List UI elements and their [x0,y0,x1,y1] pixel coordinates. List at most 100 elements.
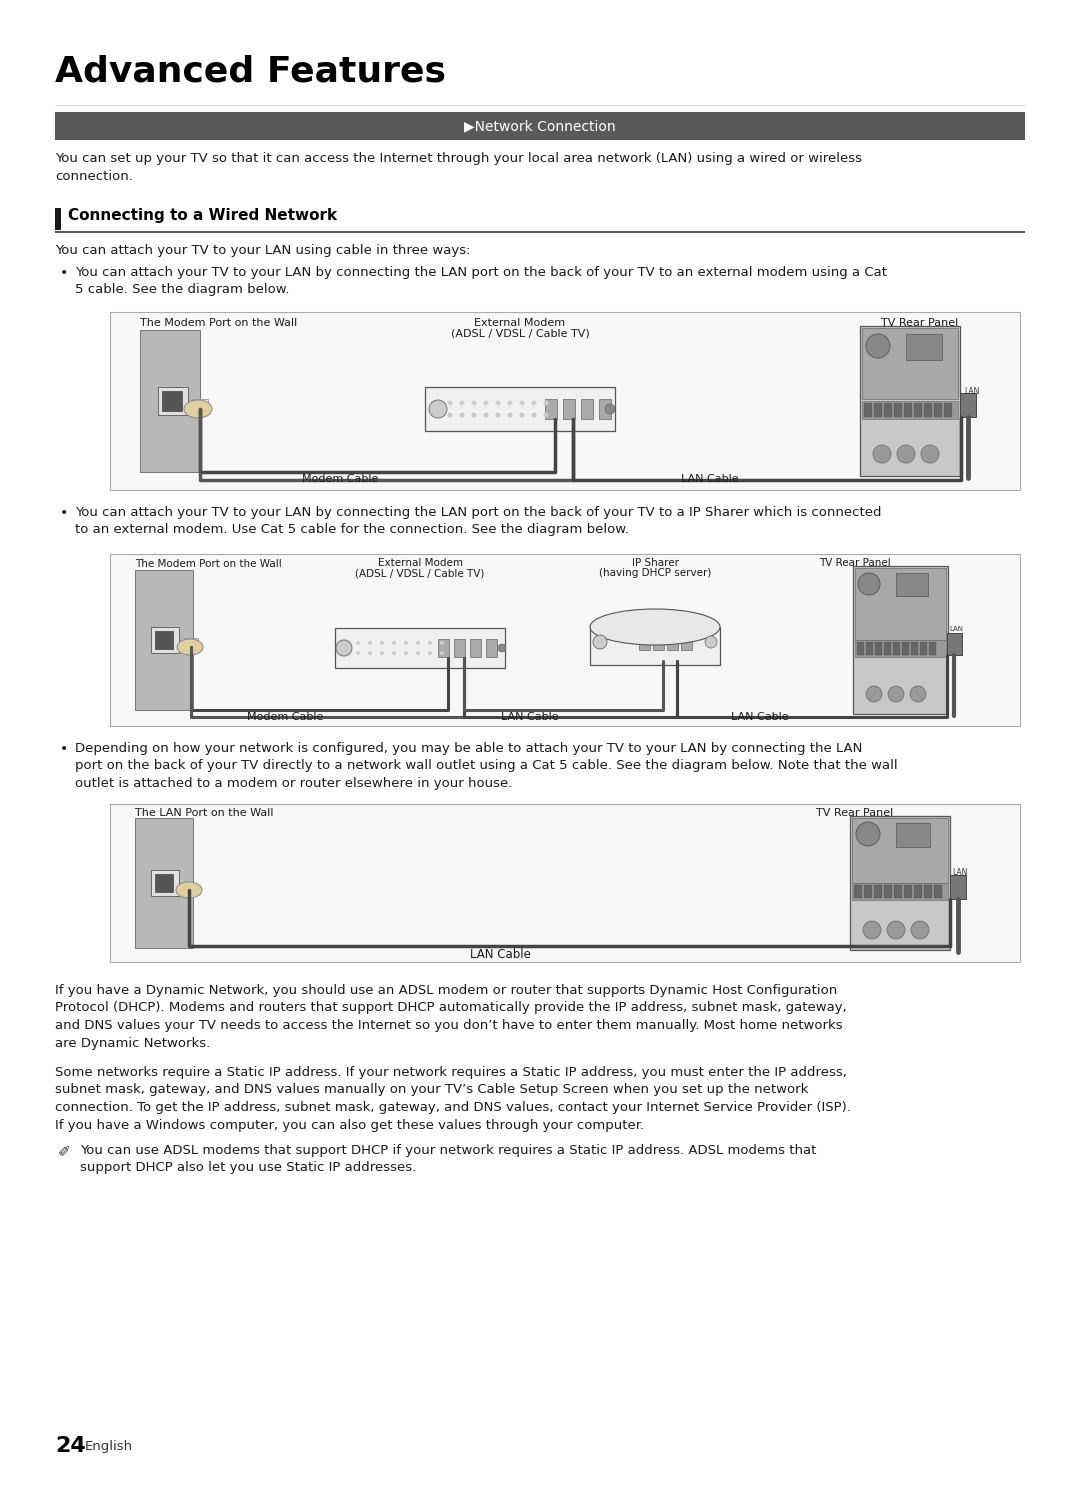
Text: Depending on how your network is configured, you may be able to attach your TV t: Depending on how your network is configu… [75,742,897,791]
Text: External Modem: External Modem [378,559,462,568]
Text: LAN: LAN [949,626,963,632]
FancyBboxPatch shape [470,639,481,657]
Circle shape [484,413,488,418]
FancyBboxPatch shape [960,392,976,418]
FancyBboxPatch shape [896,574,928,596]
FancyBboxPatch shape [853,566,948,713]
FancyBboxPatch shape [914,886,922,898]
FancyBboxPatch shape [667,633,678,649]
Text: ✐: ✐ [58,1144,71,1159]
FancyBboxPatch shape [862,328,958,400]
FancyBboxPatch shape [874,403,882,418]
Circle shape [356,651,360,655]
Circle shape [392,640,396,645]
FancyBboxPatch shape [904,403,912,418]
Circle shape [356,640,360,645]
FancyBboxPatch shape [860,325,960,476]
FancyBboxPatch shape [639,633,650,649]
FancyBboxPatch shape [934,403,942,418]
Circle shape [543,413,549,418]
FancyBboxPatch shape [151,627,179,652]
FancyBboxPatch shape [902,642,909,655]
FancyBboxPatch shape [874,886,882,898]
FancyBboxPatch shape [934,886,942,898]
FancyBboxPatch shape [581,400,593,419]
FancyBboxPatch shape [135,817,193,948]
Text: LAN Cable: LAN Cable [470,948,530,961]
Circle shape [531,401,537,406]
FancyBboxPatch shape [855,640,946,657]
Circle shape [593,635,607,649]
Circle shape [498,643,507,652]
Ellipse shape [184,400,212,418]
Text: •: • [60,742,68,756]
FancyBboxPatch shape [486,639,497,657]
FancyBboxPatch shape [929,642,936,655]
FancyBboxPatch shape [156,632,173,649]
Circle shape [447,413,453,418]
FancyBboxPatch shape [135,571,193,710]
Circle shape [368,640,372,645]
Circle shape [873,444,891,464]
FancyBboxPatch shape [862,401,958,419]
FancyBboxPatch shape [924,403,932,418]
FancyBboxPatch shape [858,642,864,655]
Circle shape [416,640,420,645]
Circle shape [472,413,476,418]
FancyBboxPatch shape [852,817,948,883]
Text: •: • [60,266,68,279]
FancyBboxPatch shape [896,823,930,847]
FancyBboxPatch shape [854,886,862,898]
Text: The Modem Port on the Wall: The Modem Port on the Wall [135,559,282,569]
FancyBboxPatch shape [438,639,449,657]
FancyBboxPatch shape [599,400,611,419]
FancyBboxPatch shape [920,642,927,655]
Text: ▶Network Connection: ▶Network Connection [464,119,616,134]
FancyBboxPatch shape [904,886,912,898]
FancyBboxPatch shape [850,816,950,950]
Circle shape [897,444,915,464]
FancyBboxPatch shape [110,312,1020,490]
Text: Connecting to a Wired Network: Connecting to a Wired Network [68,208,337,223]
Text: You can set up your TV so that it can access the Internet through your local are: You can set up your TV so that it can ac… [55,152,862,183]
Ellipse shape [590,609,720,645]
FancyBboxPatch shape [590,627,720,658]
Text: (ADSL / VDSL / Cable TV): (ADSL / VDSL / Cable TV) [450,328,590,339]
FancyBboxPatch shape [906,334,942,360]
Circle shape [428,640,432,645]
Text: LAN Cable: LAN Cable [681,474,739,484]
Circle shape [404,651,408,655]
FancyBboxPatch shape [140,330,200,473]
Text: English: English [85,1440,133,1453]
Text: If you have a Dynamic Network, you should use an ADSL modem or router that suppo: If you have a Dynamic Network, you shoul… [55,984,847,1049]
Circle shape [866,687,882,701]
Circle shape [519,401,525,406]
FancyBboxPatch shape [454,639,465,657]
FancyBboxPatch shape [151,869,179,896]
Circle shape [910,687,926,701]
Circle shape [912,921,929,939]
FancyBboxPatch shape [55,111,1025,140]
Text: You can attach your TV to your LAN by connecting the LAN port on the back of you: You can attach your TV to your LAN by co… [75,266,887,297]
Circle shape [863,921,881,939]
FancyBboxPatch shape [885,403,892,418]
FancyBboxPatch shape [158,386,188,415]
Circle shape [484,401,488,406]
Text: TV Rear Panel: TV Rear Panel [819,559,891,568]
FancyBboxPatch shape [590,627,720,666]
FancyBboxPatch shape [894,886,902,898]
Circle shape [887,921,905,939]
Circle shape [519,413,525,418]
FancyBboxPatch shape [944,403,951,418]
Circle shape [336,640,352,655]
Text: TV Rear Panel: TV Rear Panel [816,808,893,817]
Circle shape [447,401,453,406]
Text: TV Rear Panel: TV Rear Panel [881,318,959,328]
Text: Advanced Features: Advanced Features [55,55,446,89]
Ellipse shape [177,639,203,655]
FancyBboxPatch shape [653,633,664,649]
Circle shape [888,687,904,701]
Circle shape [429,400,447,418]
Circle shape [508,413,513,418]
FancyBboxPatch shape [864,403,872,418]
